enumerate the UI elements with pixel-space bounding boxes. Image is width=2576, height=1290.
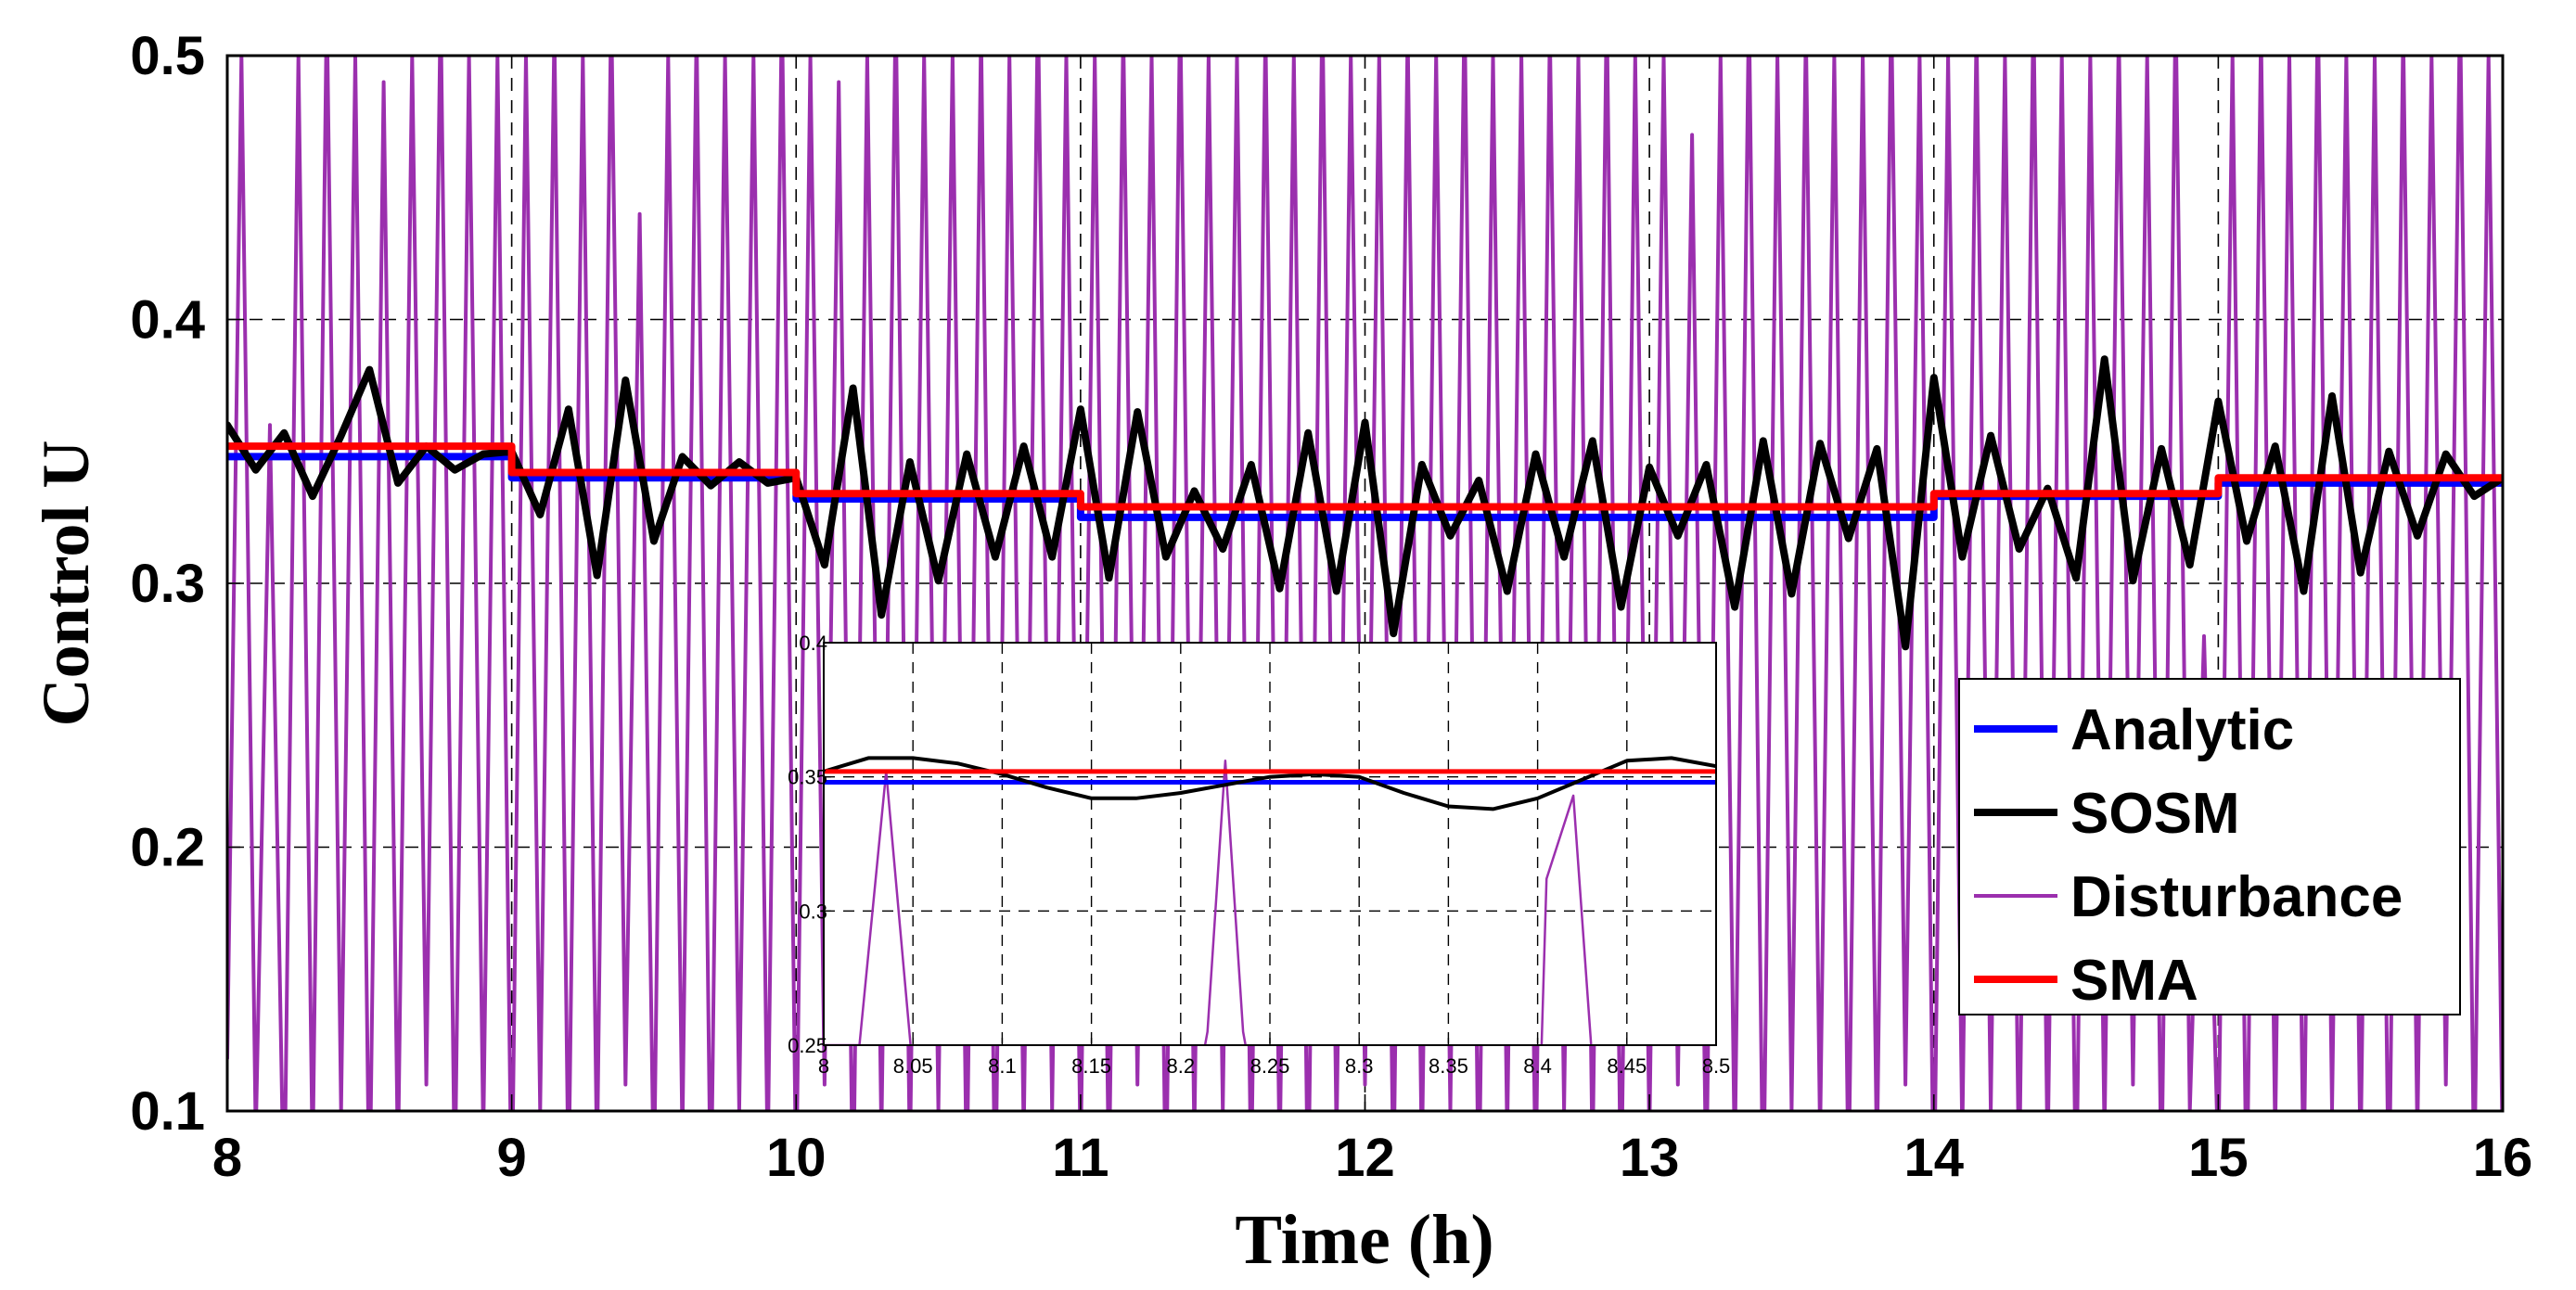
x-axis-title: Time (h) — [1235, 1201, 1493, 1279]
y-axis-title: Control U — [29, 441, 103, 727]
legend-box — [1958, 678, 2461, 1015]
y-tick-label: 0.5 — [130, 26, 205, 86]
x-tick-label: 13 — [1620, 1128, 1680, 1188]
series-sma — [227, 442, 2503, 511]
x-tick-label: 11 — [1052, 1128, 1109, 1188]
inset-y-tick-label: 0.25 — [788, 1034, 827, 1057]
inset-y-tick-label: 0.3 — [799, 900, 827, 923]
y-tick-label: 0.3 — [130, 554, 205, 614]
inset-grid — [824, 643, 1716, 1045]
inset-x-tick-label: 8.35 — [1429, 1054, 1468, 1078]
x-tick-label: 8 — [212, 1128, 242, 1188]
inset-x-tick-label: 8.05 — [893, 1054, 933, 1078]
legend-items: Analytic SOSM Disturbance SMA — [1974, 698, 2403, 1013]
inset-y-tick-label: 0.35 — [788, 766, 827, 789]
x-tick-label: 10 — [766, 1128, 827, 1188]
inset-x-tick-label: 8.45 — [1607, 1054, 1647, 1078]
x-tick-label: 14 — [1903, 1128, 1964, 1188]
legend-label-sosm: SOSM — [2070, 782, 2240, 846]
inset-x-tick-label: 8.15 — [1071, 1054, 1111, 1078]
inset-y-tick-label: 0.4 — [799, 632, 827, 655]
legend-label-disturbance: Disturbance — [2070, 865, 2403, 929]
inset-series — [824, 756, 1716, 1045]
main-ticks: 8 9 10 11 12 13 14 15 16 0.1 0.2 0.3 0.4 0.5 — [130, 26, 2532, 1188]
inset-series-sosm — [824, 756, 1716, 811]
inset-x-tick-label: 8.25 — [1250, 1054, 1290, 1078]
inset-x-tick-label: 8.4 — [1523, 1054, 1552, 1078]
inset-series-disturbance — [824, 760, 1594, 1045]
inset-x-tick-label: 8.3 — [1345, 1054, 1374, 1078]
x-tick-label: 16 — [2473, 1128, 2533, 1188]
x-tick-label: 15 — [2188, 1128, 2249, 1188]
inset-ticks: 8 8.05 8.1 8.15 8.2 8.25 8.3 8.35 8.4 8.45 8.5 0.25… — [788, 632, 1730, 1078]
legend-label-sma: SMA — [2070, 949, 2198, 1013]
inset-x-tick-label: 8 — [818, 1054, 829, 1078]
main-series — [227, 56, 2503, 1111]
y-tick-label: 0.2 — [130, 818, 205, 878]
inset-x-tick-label: 8.2 — [1167, 1054, 1196, 1078]
legend-label-analytic: Analytic — [2070, 698, 2294, 762]
inset-x-tick-label: 8.5 — [1702, 1054, 1731, 1078]
x-tick-label: 12 — [1335, 1128, 1395, 1188]
legend: Analytic SOSM Disturbance SMA — [1958, 678, 2461, 1015]
y-tick-label: 0.1 — [130, 1081, 205, 1142]
series-disturbance — [227, 56, 2503, 1111]
inset-x-tick-label: 8.1 — [988, 1054, 1017, 1078]
x-tick-label: 9 — [496, 1128, 526, 1188]
y-tick-label: 0.4 — [130, 290, 205, 351]
series-sosm — [227, 355, 2503, 651]
